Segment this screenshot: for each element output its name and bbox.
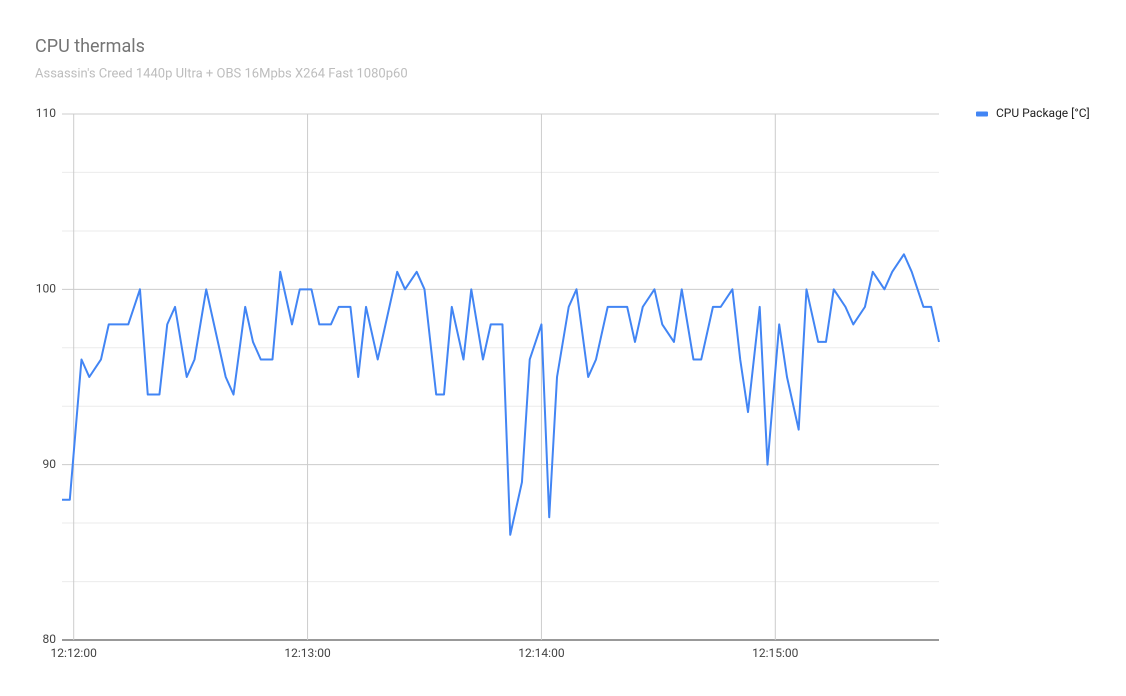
x-tick-label: 12:12:00 [51, 646, 98, 660]
legend-swatch [976, 111, 988, 117]
y-tick-label: 90 [43, 457, 57, 471]
y-tick-label: 80 [43, 632, 57, 646]
legend-label: CPU Package [°C] [996, 106, 1090, 120]
y-tick-label: 100 [36, 282, 56, 296]
chart-title: CPU thermals [35, 36, 145, 57]
data-line [62, 253, 940, 536]
chart-subtitle: Assassin's Creed 1440p Ultra + OBS 16Mpb… [35, 66, 408, 81]
x-tick-label: 12:13:00 [284, 646, 331, 660]
x-tick-label: 12:15:00 [752, 646, 799, 660]
x-tick-label: 12:14:00 [518, 646, 565, 660]
y-tick-label: 110 [36, 106, 56, 120]
